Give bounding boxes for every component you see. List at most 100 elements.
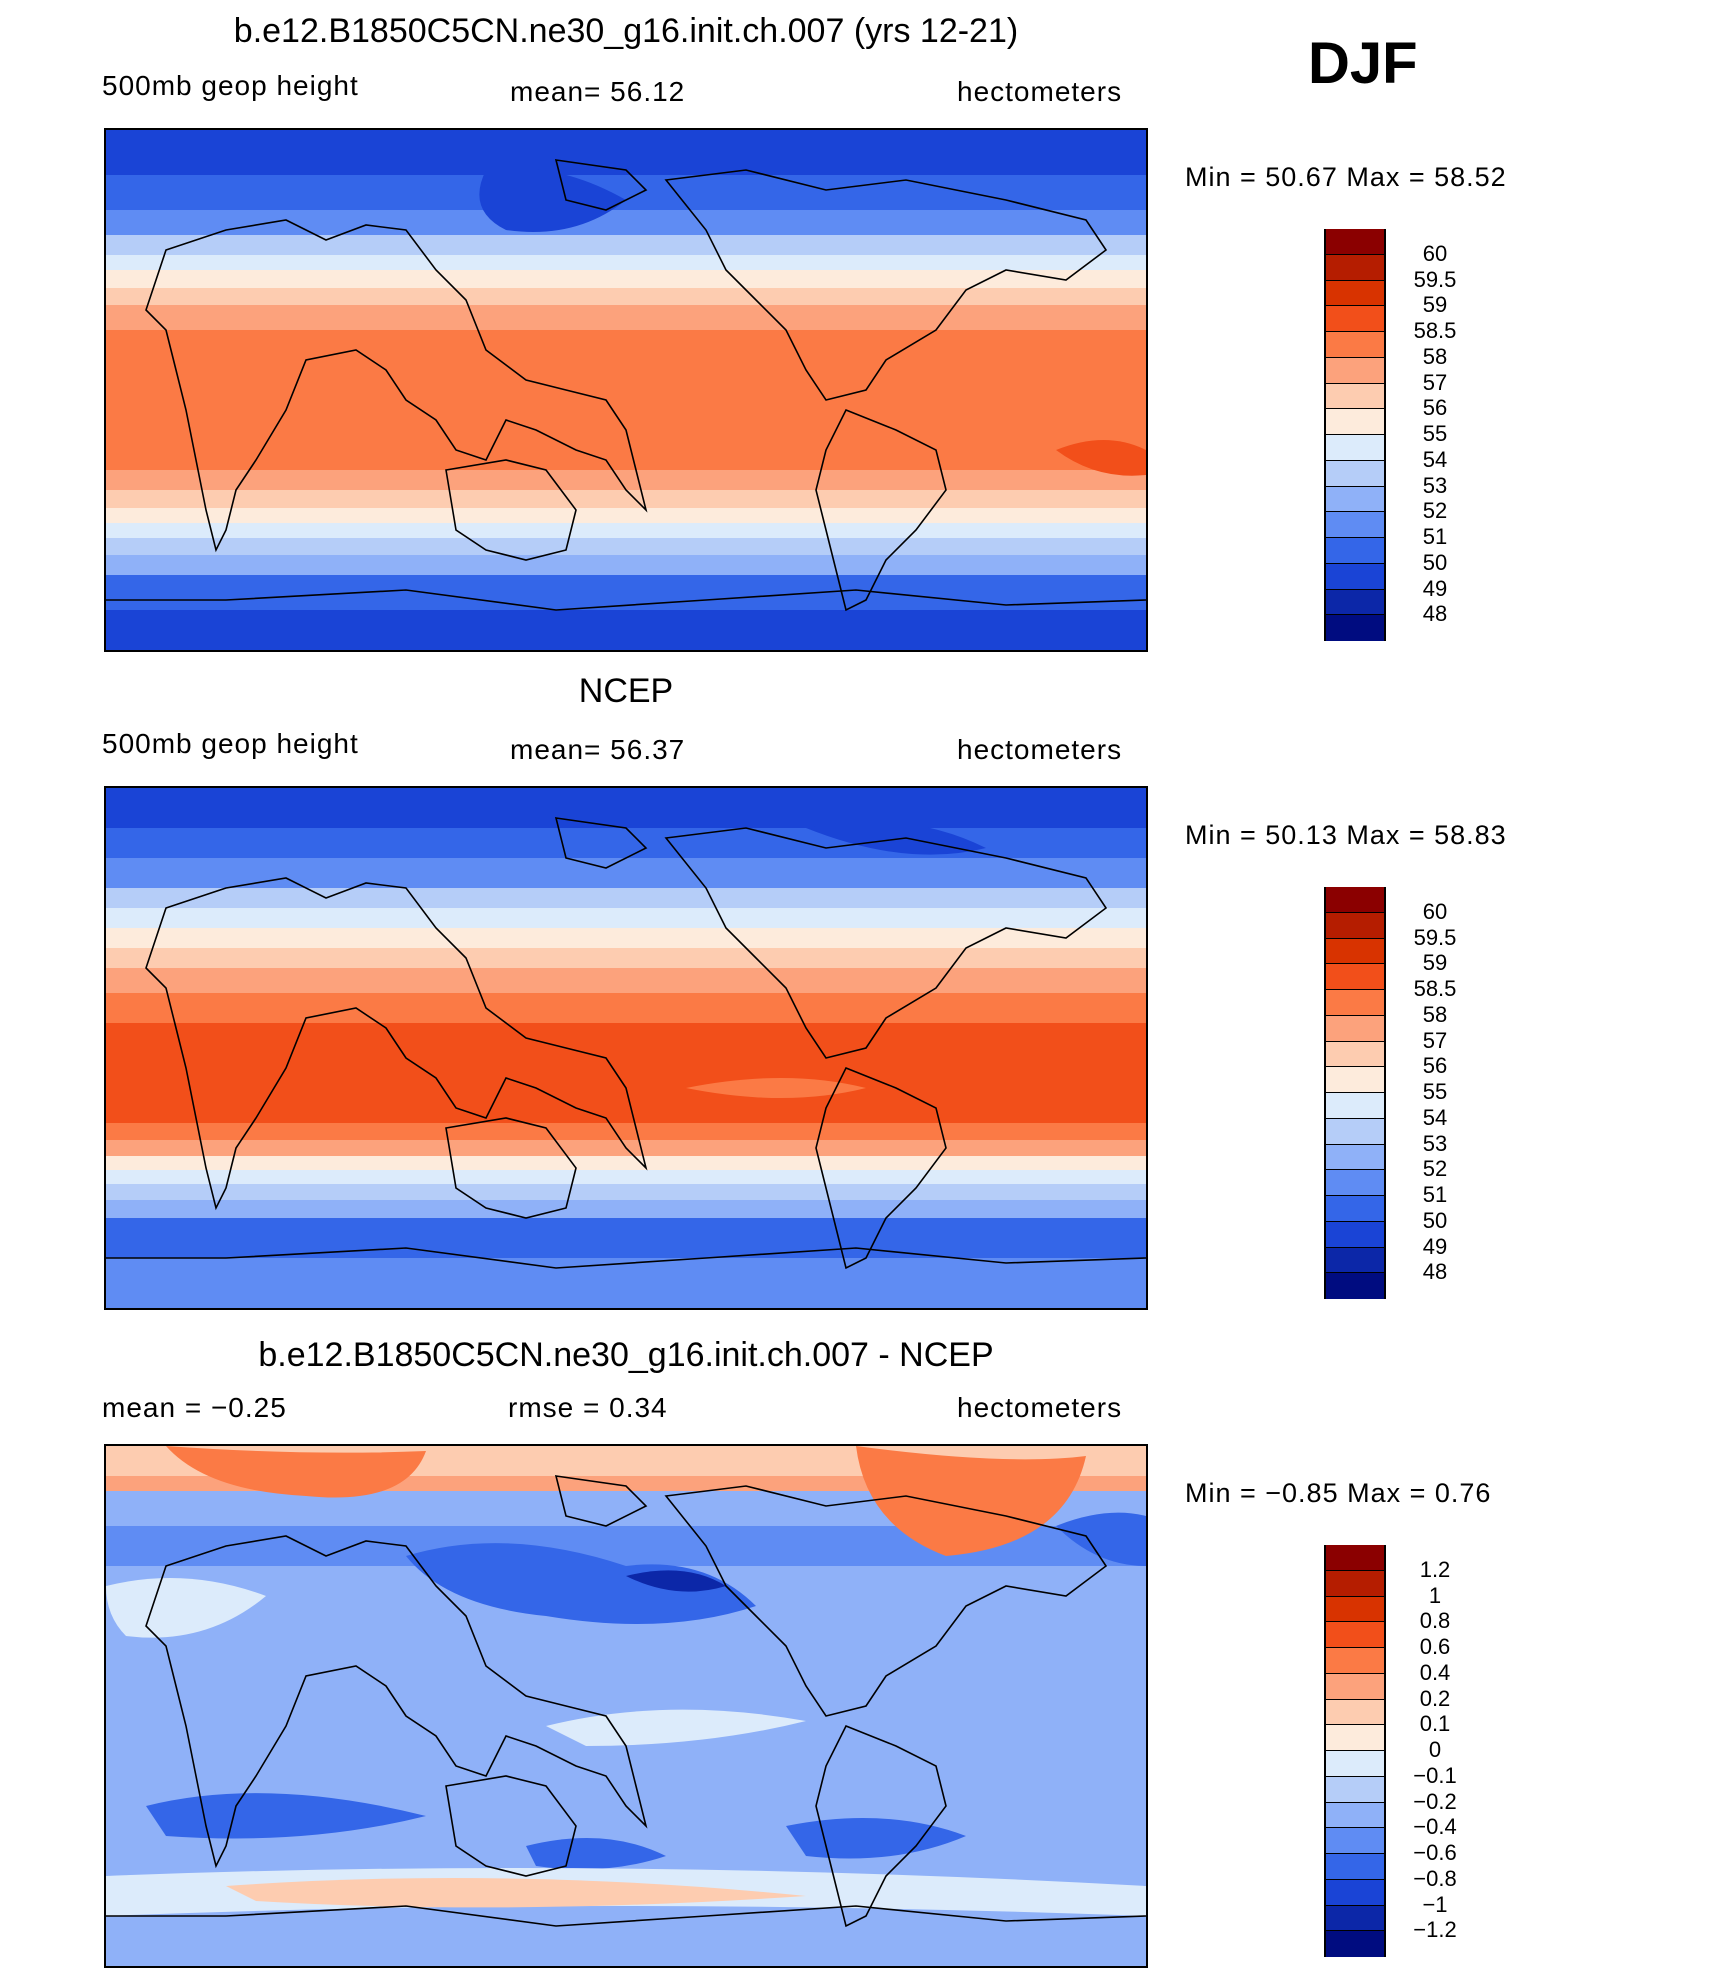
contour-band [106,508,1146,523]
contour-band [106,555,1146,575]
colorbar-tick-label: −0.6 [1413,1840,1457,1865]
colorbar-swatch [1326,1905,1384,1932]
colorbar-tick-label: 56 [1422,1053,1448,1079]
contour-band [106,948,1146,968]
coastline [225,1247,1146,1269]
panel-2-units-label: hectometers [957,734,1123,765]
colorbar-tick-label: 50 [1422,549,1448,575]
panel-3-rmse-label: rmse = 0.34 [508,1392,668,1423]
panel-2-mean-label: mean= 56.37 [510,734,686,765]
contour-blob [479,168,626,232]
coastline [445,1117,577,1219]
colorbar-swatch [1326,1699,1384,1726]
colorbar-swatch [1326,1118,1384,1145]
coastline [815,1066,947,1270]
contour-band [106,993,1146,1023]
contour-blob [686,1078,866,1098]
contour-blob [526,1838,666,1870]
colorbar-tick-label: 55 [1422,1079,1448,1104]
colorbar-swatch [1326,229,1384,255]
difference-field [106,1446,1146,1966]
colorbar-tick-label: 50 [1422,1207,1448,1233]
colorbar-tick-label: 55 [1422,421,1448,446]
contour-band [106,130,1146,175]
colorbar-tick-label: −1.2 [1413,1917,1457,1943]
colorbar-tick-label: 0.2 [1419,1685,1451,1711]
colorbar-tick-label: 49 [1422,1233,1448,1259]
model-height-field [106,130,1146,650]
colorbar-tick-label: 53 [1422,472,1448,498]
colorbar-swatch [1326,1015,1384,1042]
contour-band [106,928,1146,948]
contour-band [106,270,1146,288]
colorbar-tick-label: 59.5 [1413,924,1457,950]
colorbar-tick-label: 48 [1422,601,1448,627]
coastline [145,219,648,553]
contour-blob [626,1570,726,1592]
colorbar-tick-label: 59 [1422,292,1448,318]
colorbar-tick-label: −0.4 [1413,1814,1457,1840]
colorbar-swatch [1326,1545,1384,1571]
colorbar-swatch [1326,563,1384,590]
colorbar-swatch [1326,1041,1384,1068]
colorbar-swatch [1326,1751,1384,1777]
season-label: DJF [1308,31,1418,96]
colorbar-tick-label: 58.5 [1413,318,1457,343]
colorbar-swatch [1326,1648,1384,1674]
panel-3-minmax: Min = −0.85 Max = 0.76 [1185,1478,1492,1508]
colorbar-tick-label: 1.2 [1419,1556,1451,1582]
contour-blob [786,1818,966,1859]
colorbar-swatch [1326,589,1384,616]
coastline [145,1535,648,1869]
colorbar-swatch [1326,1221,1384,1248]
colorbar-tick-label: 56 [1422,395,1448,421]
colorbar-swatch [1326,1879,1384,1906]
colorbar-swatch [1326,332,1384,358]
panel-2-variable-label: 500mb geop height [102,728,359,759]
colorbar-tick-label: 52 [1422,1156,1448,1182]
contour-band [106,788,1146,828]
colorbar-swatch [1326,1931,1384,1957]
colorbar-swatch [1326,1196,1384,1222]
panel-2-title: NCEP [578,672,674,710]
contour-band [106,888,1146,908]
coastline [145,877,648,1211]
ncep-height-map [104,786,1148,1310]
colorbar-swatch [1326,1067,1384,1093]
colorbar-tick-label: 60 [1422,898,1448,924]
contour-blob [146,1793,426,1839]
contour-band [106,858,1146,888]
colorbar-tick-label: 1 [1428,1582,1442,1608]
coastline [664,169,1108,401]
colorbar-tick-label: 54 [1422,1104,1448,1130]
colorbar-tick-label: −0.2 [1413,1788,1457,1814]
coastline [815,408,947,612]
colorbar-swatch [1326,1170,1384,1196]
colorbar-swatch [1326,1273,1384,1299]
contour-band [106,523,1146,538]
contour-band [106,828,1146,858]
colorbar-swatch [1326,1093,1384,1119]
colorbar-swatch [1326,383,1384,410]
panel-3-mean-label: mean = −0.25 [102,1392,287,1423]
colorbar-swatch [1326,435,1384,461]
contour-band [106,1258,1146,1308]
contour-blob [166,1446,426,1498]
colorbar-swatch [1326,1622,1384,1648]
coastline [664,1485,1108,1717]
panel-1-variable-label: 500mb geop height [102,70,359,101]
coastline [445,459,577,561]
colorbar-tick-label: 59.5 [1413,266,1457,292]
colorbar-swatch [1326,964,1384,990]
coastline [554,1475,648,1527]
colorbar-tick-label: 0.6 [1419,1634,1451,1659]
contour-blob [806,821,986,855]
colorbar-tick-label: −1 [1422,1891,1448,1917]
contour-band [106,1606,1146,1966]
panel-1-title: b.e12.B1850C5CN.ne30_g16.init.ch.007 (yr… [233,12,1019,50]
contour-band [106,1123,1146,1140]
contour-band [106,330,1146,470]
colorbar-swatch [1326,486,1384,513]
panel-1-units-label: hectometers [957,76,1123,107]
contour-band [106,1170,1146,1184]
